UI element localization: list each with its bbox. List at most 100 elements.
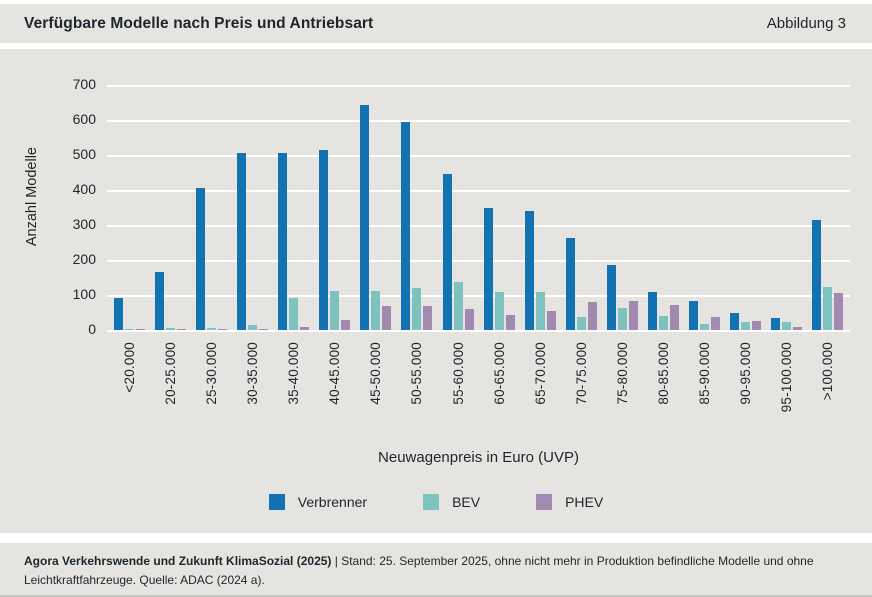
x-tick-label: 65-70.000 xyxy=(532,342,548,405)
x-tick-label: 60-65.000 xyxy=(491,342,507,405)
legend: Verbrenner BEV PHEV xyxy=(0,494,872,510)
legend-swatch-verbrenner xyxy=(268,494,285,510)
bar-phev xyxy=(177,329,187,330)
y-tick-label: 0 xyxy=(88,321,96,337)
legend-swatch-phev xyxy=(536,494,553,510)
bar-group xyxy=(191,85,232,330)
x-tick-label: 25-30.000 xyxy=(204,342,220,405)
bar-verbrenner xyxy=(483,208,493,330)
bar-bev xyxy=(617,308,627,330)
bar-verbrenner xyxy=(442,173,452,330)
bar-group xyxy=(643,85,684,330)
bar-group xyxy=(520,85,561,330)
bar-bev xyxy=(125,328,135,330)
bar-group xyxy=(807,85,848,330)
bar-bev xyxy=(576,317,586,330)
bar-phev xyxy=(751,320,761,330)
y-tick-label: 200 xyxy=(72,251,96,267)
gridline xyxy=(107,190,850,192)
x-tick-label: 55-60.000 xyxy=(450,342,466,405)
bar-phev xyxy=(505,315,515,330)
bar-groups xyxy=(107,85,850,330)
bar-phev xyxy=(710,317,720,330)
bar-group xyxy=(109,85,150,330)
bar-phev xyxy=(669,304,679,330)
bar-phev xyxy=(382,305,392,330)
bar-group xyxy=(396,85,437,330)
figure-label: Abbildung 3 xyxy=(766,15,846,32)
y-tick-label: 100 xyxy=(72,286,96,302)
bar-phev xyxy=(136,329,146,330)
bar-phev xyxy=(259,329,269,330)
gridline xyxy=(107,260,850,262)
bar-group xyxy=(561,85,602,330)
bar-group xyxy=(766,85,807,330)
source-bold: Agora Verkehrswende und Zukunft KlimaSoz… xyxy=(24,554,332,568)
y-tick-label: 300 xyxy=(72,216,96,232)
x-tick-label: <20.000 xyxy=(122,342,138,393)
x-tick-label: 45-50.000 xyxy=(368,342,384,405)
bar-group xyxy=(273,85,314,330)
bar-bev xyxy=(658,316,668,330)
bar-verbrenner xyxy=(565,237,575,330)
x-tick-labels: <20.000 20-25.000 25-30.000 30-35.000 35-40.… xyxy=(107,342,850,444)
x-tick-label: 85-90.000 xyxy=(696,342,712,405)
plot-area xyxy=(107,85,850,332)
y-axis-title: Anzahl Modelle xyxy=(24,147,40,247)
bar-verbrenner xyxy=(319,149,329,330)
bar-bev xyxy=(248,325,258,330)
x-tick-label: 30-35.000 xyxy=(245,342,261,405)
bar-verbrenner xyxy=(524,211,534,330)
bar-phev xyxy=(793,326,803,330)
bar-group xyxy=(355,85,396,330)
y-tick-label: 400 xyxy=(72,181,96,197)
gridline xyxy=(107,295,850,297)
y-tick-label: 600 xyxy=(72,111,96,127)
bar-bev xyxy=(166,328,176,330)
x-tick-label: 20-25.000 xyxy=(163,342,179,405)
bar-phev xyxy=(546,311,556,330)
bar-bev xyxy=(371,290,381,330)
bar-phev xyxy=(464,309,474,330)
bar-verbrenner xyxy=(360,104,370,330)
bar-bev xyxy=(699,324,709,330)
x-tick-label: 35-40.000 xyxy=(286,342,302,405)
bar-group xyxy=(684,85,725,330)
bar-phev xyxy=(341,320,351,330)
bar-group xyxy=(725,85,766,330)
footer: Agora Verkehrswende und Zukunft KlimaSoz… xyxy=(0,543,872,597)
bar-verbrenner xyxy=(196,188,206,330)
gridline xyxy=(107,85,850,87)
bar-verbrenner xyxy=(688,301,698,330)
x-tick-label: 70-75.000 xyxy=(573,342,589,405)
bar-phev xyxy=(834,293,844,330)
bar-verbrenner xyxy=(647,291,657,330)
x-tick-label: 40-45.000 xyxy=(327,342,343,405)
legend-item-bev: BEV xyxy=(423,494,480,510)
bar-group xyxy=(150,85,191,330)
page-title: Verfügbare Modelle nach Preis und Antrie… xyxy=(24,14,374,32)
bar-bev xyxy=(412,288,422,330)
gridline xyxy=(107,330,850,332)
bar-bev xyxy=(453,282,463,330)
bar-group xyxy=(232,85,273,330)
x-tick-label: 50-55.000 xyxy=(409,342,425,405)
chart-area: Anzahl Modelle 0 100 200 300 400 500 600 700 <2… xyxy=(0,49,872,533)
bar-bev xyxy=(740,321,750,330)
bar-bev xyxy=(207,328,217,330)
x-tick-label: 80-85.000 xyxy=(655,342,671,405)
bar-verbrenner xyxy=(729,312,739,330)
title-band: Verfügbare Modelle nach Preis und Antrie… xyxy=(0,4,872,43)
bar-verbrenner xyxy=(812,219,822,330)
bar-verbrenner xyxy=(401,121,411,330)
x-tick-label: 95-100.000 xyxy=(779,342,795,413)
bar-bev xyxy=(289,297,299,330)
bar-bev xyxy=(823,287,833,330)
gridline xyxy=(107,120,850,122)
bar-group xyxy=(314,85,355,330)
bar-bev xyxy=(330,290,340,330)
x-axis-title: Neuwagenpreis in Euro (UVP) xyxy=(378,449,579,466)
bar-bev xyxy=(535,292,545,330)
bar-verbrenner xyxy=(114,297,124,330)
legend-swatch-bev xyxy=(423,494,440,510)
